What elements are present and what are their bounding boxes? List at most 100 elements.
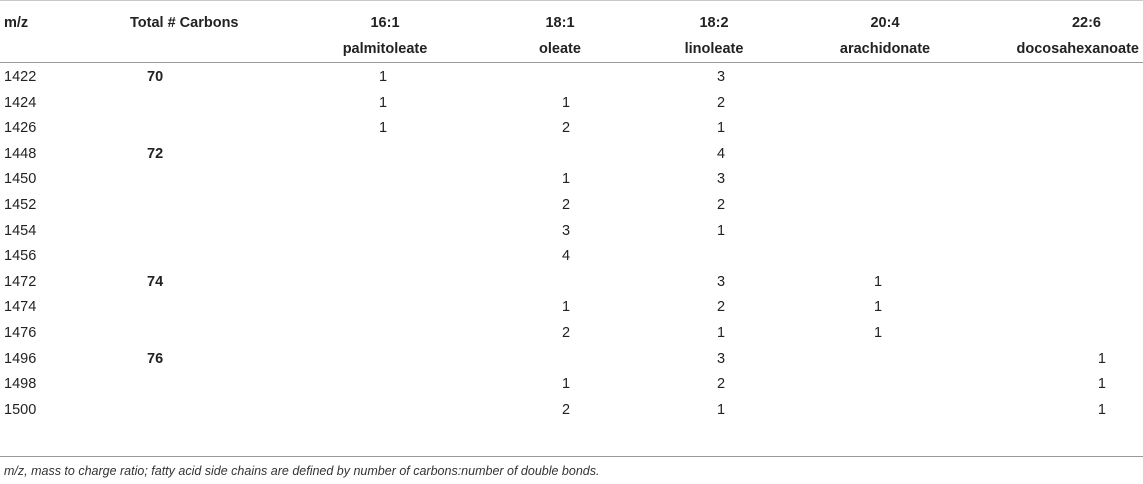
cell-total-carbons	[75, 193, 290, 219]
cell-docosahexanoate	[982, 244, 1143, 270]
header-row: m/z Total # Carbons 16:1 palmitoleate 18…	[0, 0, 1143, 63]
cell-docosahexanoate	[982, 295, 1143, 321]
cell-mz: 1426	[4, 120, 37, 137]
cell-palmitoleate	[290, 193, 480, 219]
cell-arachidonate	[788, 244, 982, 270]
table-row: 1472 74 3 1	[0, 270, 1143, 296]
cell-arachidonate	[788, 142, 982, 168]
cell-arachidonate	[788, 91, 982, 117]
cell-docosahexanoate	[982, 142, 1143, 168]
cell-linoleate: 1	[717, 324, 726, 341]
cell-linoleate: 2	[717, 299, 726, 316]
header-linoleate-ratio: 18:2	[699, 15, 729, 31]
cell-arachidonate	[788, 193, 982, 219]
cell-docosahexanoate: 1	[1097, 350, 1106, 367]
cell-oleate: 3	[562, 222, 571, 239]
table-row: 1424 1 1 2	[0, 91, 1143, 117]
cell-total-carbons	[75, 295, 290, 321]
table-row: 1456 4	[0, 244, 1143, 270]
header-linoleate-name: linoleate	[684, 41, 744, 57]
header-palmitoleate-name: palmitoleate	[342, 41, 428, 57]
header-oleate: 18:1 oleate	[480, 0, 640, 63]
cell-linoleate: 2	[717, 376, 726, 393]
cell-docosahexanoate	[982, 270, 1143, 296]
cell-mz: 1476	[4, 324, 37, 341]
cell-mz: 1452	[4, 196, 37, 213]
table-row: 1454 3 1	[0, 219, 1143, 245]
cell-oleate: 1	[562, 376, 571, 393]
header-docosahexanoate: 22:6 docosahexanoate	[982, 0, 1143, 63]
cell-mz: 1500	[4, 401, 37, 418]
cell-oleate	[480, 270, 640, 296]
fatty-acid-table: m/z Total # Carbons 16:1 palmitoleate 18…	[0, 0, 1143, 424]
cell-total-carbons	[75, 372, 290, 398]
cell-docosahexanoate: 1	[1097, 376, 1106, 393]
cell-linoleate: 2	[717, 94, 726, 111]
cell-docosahexanoate: 1	[1097, 401, 1106, 418]
cell-docosahexanoate	[982, 321, 1143, 347]
table-row: 1426 1 2 1	[0, 116, 1143, 142]
cell-palmitoleate	[290, 347, 480, 373]
cell-linoleate: 4	[717, 145, 726, 162]
cell-oleate: 2	[562, 401, 571, 418]
table-row: 1476 2 1 1	[0, 321, 1143, 347]
cell-arachidonate	[788, 398, 982, 424]
header-oleate-name: oleate	[539, 41, 581, 57]
cell-palmitoleate	[290, 295, 480, 321]
cell-linoleate: 1	[717, 222, 726, 239]
table-row: 1448 72 4	[0, 142, 1143, 168]
header-palmitoleate-ratio: 16:1	[370, 15, 400, 31]
cell-palmitoleate	[290, 244, 480, 270]
cell-linoleate: 1	[717, 401, 726, 418]
cell-docosahexanoate	[982, 116, 1143, 142]
cell-mz: 1472	[4, 273, 37, 290]
cell-oleate: 1	[562, 94, 571, 111]
cell-mz: 1454	[4, 222, 37, 239]
cell-arachidonate: 1	[874, 324, 883, 341]
cell-palmitoleate	[290, 321, 480, 347]
cell-total-carbons: 76	[147, 350, 164, 367]
cell-total-carbons: 72	[147, 145, 164, 162]
cell-total-carbons	[75, 244, 290, 270]
cell-oleate	[480, 63, 640, 91]
header-total-carbons: Total # Carbons	[75, 0, 290, 63]
cell-oleate: 4	[562, 248, 571, 265]
table-row: 1422 70 1 3	[0, 63, 1143, 91]
cell-total-carbons	[75, 167, 290, 193]
cell-palmitoleate	[290, 270, 480, 296]
table-row: 1474 1 2 1	[0, 295, 1143, 321]
cell-palmitoleate: 1	[379, 94, 388, 111]
cell-arachidonate	[788, 347, 982, 373]
cell-docosahexanoate	[982, 91, 1143, 117]
header-arachidonate-name: arachidonate	[839, 41, 931, 57]
cell-linoleate: 3	[717, 69, 726, 85]
cell-total-carbons	[75, 91, 290, 117]
header-linoleate: 18:2 linoleate	[640, 0, 788, 63]
table-footnote: m/z, mass to charge ratio; fatty acid si…	[4, 464, 600, 478]
cell-arachidonate: 1	[874, 273, 883, 290]
header-oleate-ratio: 18:1	[545, 15, 575, 31]
cell-total-carbons: 70	[147, 69, 164, 85]
cell-docosahexanoate	[982, 167, 1143, 193]
cell-total-carbons	[75, 219, 290, 245]
table-row: 1450 1 3	[0, 167, 1143, 193]
cell-docosahexanoate	[982, 219, 1143, 245]
cell-palmitoleate: 1	[379, 120, 388, 137]
cell-arachidonate	[788, 63, 982, 91]
cell-linoleate: 3	[717, 171, 726, 188]
table-bottom-rule	[0, 456, 1143, 457]
cell-oleate: 2	[562, 196, 571, 213]
table-row: 1498 1 2 1	[0, 372, 1143, 398]
header-palmitoleate: 16:1 palmitoleate	[290, 0, 480, 63]
cell-palmitoleate	[290, 142, 480, 168]
data-table-container: m/z Total # Carbons 16:1 palmitoleate 18…	[0, 0, 1143, 424]
cell-palmitoleate: 1	[379, 69, 388, 85]
cell-mz: 1450	[4, 171, 37, 188]
cell-total-carbons	[75, 321, 290, 347]
header-docosahexanoate-ratio: 22:6	[1071, 15, 1101, 31]
header-mz: m/z	[0, 0, 75, 63]
cell-palmitoleate	[290, 219, 480, 245]
cell-mz: 1496	[4, 350, 37, 367]
cell-linoleate: 2	[717, 196, 726, 213]
cell-docosahexanoate	[982, 193, 1143, 219]
